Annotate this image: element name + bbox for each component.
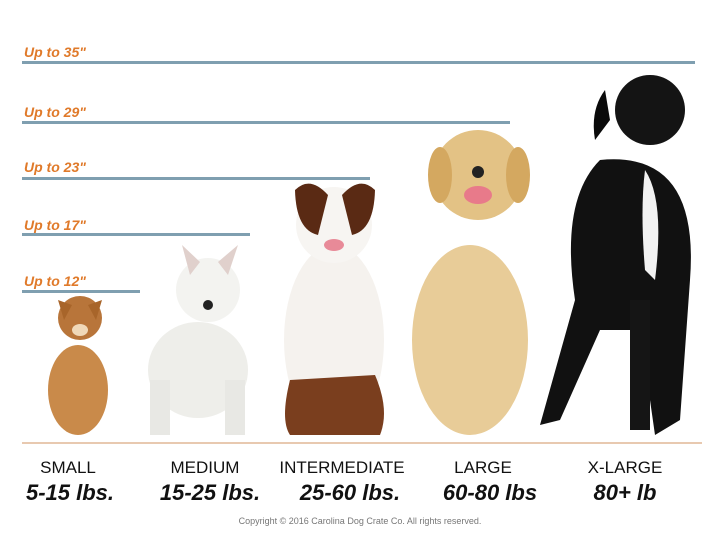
category-name: SMALL xyxy=(40,458,96,477)
copyright-text: Copyright © 2016 Carolina Dog Crate Co. … xyxy=(238,516,482,526)
intermediate-dog-image xyxy=(284,183,384,435)
medium-dog-image xyxy=(148,245,248,435)
category-weight: 15-25 lbs. xyxy=(159,480,261,505)
category-weight: 5-15 lbs. xyxy=(25,480,115,505)
large-dog-image xyxy=(412,130,530,435)
height-line-12 xyxy=(22,290,140,293)
height-label: Up to 23" xyxy=(24,159,86,175)
category-weight: 80+ lb xyxy=(593,480,657,505)
height-line-17 xyxy=(22,233,250,236)
category-name: MEDIUM xyxy=(170,458,240,477)
height-label: Up to 29" xyxy=(24,104,86,120)
xlarge-dog-image xyxy=(540,75,691,436)
height-line-35 xyxy=(22,61,695,64)
height-label: Up to 12" xyxy=(24,273,86,289)
category-weight: 60-80 lbs xyxy=(442,480,538,505)
ground-line xyxy=(22,442,702,444)
category-name: X-LARGE xyxy=(587,458,663,477)
category-weight: 25-60 lbs. xyxy=(299,480,401,505)
small-dog-image xyxy=(48,296,108,435)
height-line-23 xyxy=(22,177,370,180)
category-name: LARGE xyxy=(454,458,512,477)
category-name: INTERMEDIATE xyxy=(279,458,405,477)
height-label: Up to 35" xyxy=(24,44,86,60)
height-line-29 xyxy=(22,121,510,124)
height-label: Up to 17" xyxy=(24,217,86,233)
